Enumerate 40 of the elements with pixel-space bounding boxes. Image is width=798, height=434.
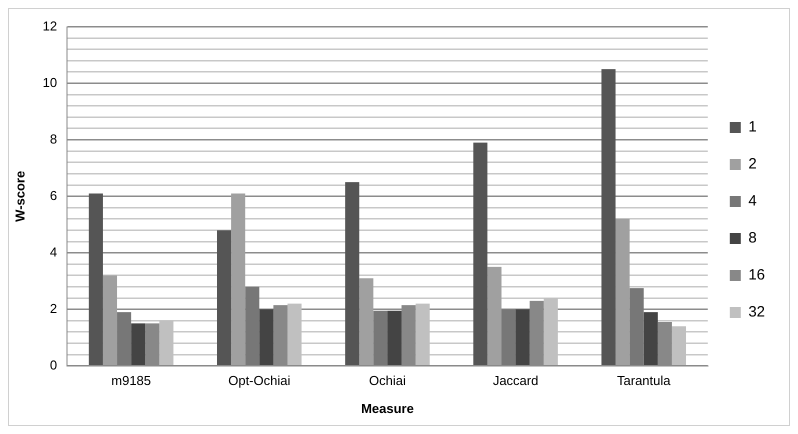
x-tick-label: Opt-Ochiai — [228, 373, 290, 388]
bar — [131, 323, 146, 366]
legend-label: 8 — [748, 230, 757, 247]
x-tick-label: Tarantula — [617, 373, 672, 388]
bar — [630, 288, 644, 366]
legend-label: 1 — [748, 118, 757, 136]
bar — [616, 218, 630, 366]
bar — [231, 193, 246, 366]
bar — [216, 230, 232, 366]
x-tick-label: Ochiai — [369, 373, 406, 388]
x-tick-label: m9185 — [111, 373, 152, 388]
legend-label: 4 — [748, 192, 757, 210]
bar — [102, 275, 118, 366]
bar — [259, 309, 274, 366]
bar — [359, 278, 374, 366]
y-tick-label: 0 — [50, 357, 58, 372]
legend-label: 32 — [748, 304, 766, 321]
bar — [373, 310, 388, 366]
y-tick-label: 4 — [50, 244, 58, 260]
bar — [487, 266, 502, 366]
x-tick-label: Jaccard — [492, 373, 538, 388]
bar — [644, 312, 658, 366]
bar — [88, 193, 103, 366]
legend-label: 2 — [748, 156, 757, 173]
bar — [345, 182, 360, 366]
bar — [501, 309, 516, 366]
bar — [245, 286, 260, 366]
bar — [387, 310, 402, 366]
bar — [516, 309, 530, 366]
y-tick-label: 2 — [50, 300, 58, 316]
y-tick-label: 6 — [50, 188, 58, 203]
bar — [117, 312, 132, 366]
bar — [601, 69, 616, 366]
x-axis-title: Measure — [361, 400, 414, 416]
legend-label: 16 — [748, 266, 766, 284]
y-tick-label: 10 — [42, 74, 58, 90]
bar — [473, 142, 488, 366]
y-tick-label: 12 — [42, 18, 58, 34]
y-tick-label: 8 — [50, 131, 58, 146]
y-axis-title: W-score — [12, 170, 28, 222]
